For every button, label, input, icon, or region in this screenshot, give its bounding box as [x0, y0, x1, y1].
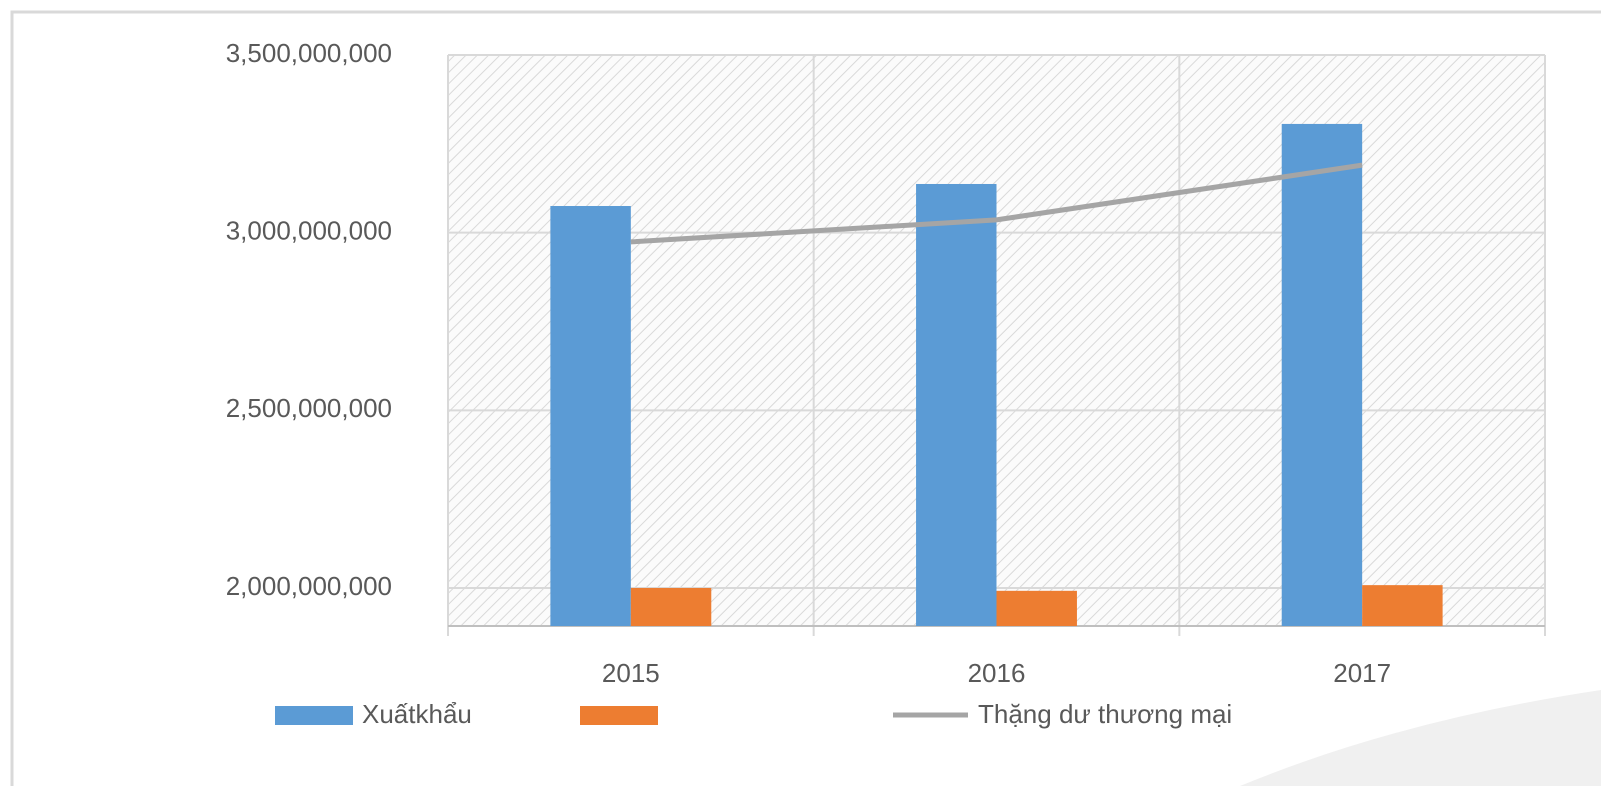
bar	[630, 587, 712, 626]
bar	[996, 590, 1077, 626]
bar	[1281, 123, 1363, 626]
bar	[916, 183, 997, 627]
legend-label: Thặng dư thương mại	[978, 699, 1232, 729]
x-tick-label: 2015	[602, 658, 660, 688]
bar	[1362, 585, 1443, 626]
y-tick-label: 3,500,000,000	[226, 38, 392, 68]
x-tick-label: 2017	[1333, 658, 1391, 688]
y-tick-label: 2,500,000,000	[226, 393, 392, 423]
y-tick-label: 2,000,000,000	[226, 571, 392, 601]
bar	[550, 206, 631, 626]
legend-label: Xuấtkhẩu	[362, 699, 472, 729]
line	[630, 162, 1363, 245]
x-tick-label: 2016	[968, 658, 1026, 688]
frame	[10, 10, 1601, 791]
y-tick-label: 3,000,000,000	[226, 216, 392, 246]
legend-swatch	[275, 706, 353, 725]
decoration	[1240, 690, 1601, 786]
legend-swatch	[580, 706, 658, 725]
